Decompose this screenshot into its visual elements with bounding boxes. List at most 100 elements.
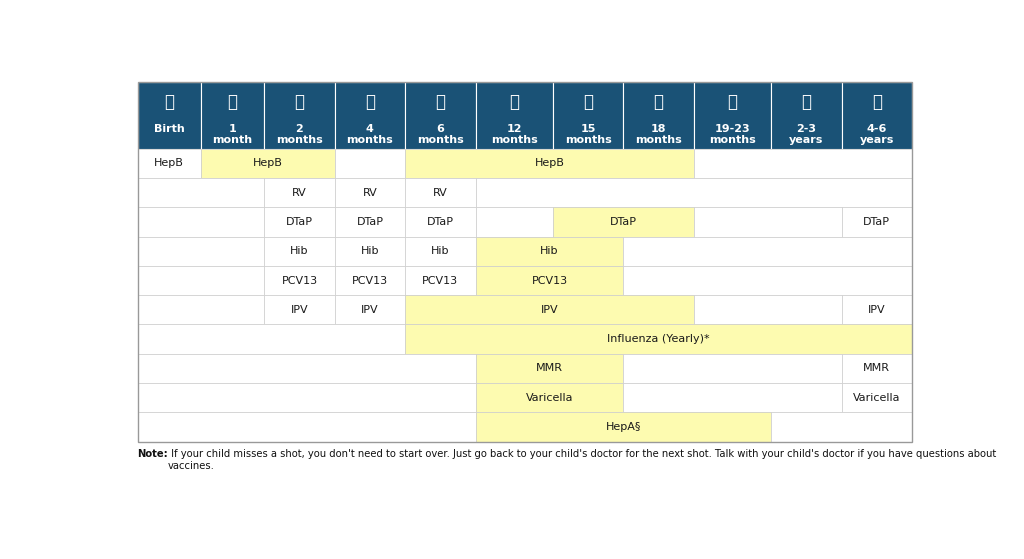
FancyBboxPatch shape bbox=[624, 82, 694, 149]
FancyBboxPatch shape bbox=[475, 236, 624, 266]
Text: 🎡: 🎡 bbox=[365, 93, 375, 111]
FancyBboxPatch shape bbox=[475, 383, 624, 413]
FancyBboxPatch shape bbox=[335, 236, 406, 266]
Text: RV: RV bbox=[292, 188, 307, 198]
Text: Hib: Hib bbox=[290, 247, 308, 257]
FancyBboxPatch shape bbox=[137, 178, 264, 207]
FancyBboxPatch shape bbox=[475, 207, 553, 236]
FancyBboxPatch shape bbox=[264, 207, 335, 236]
Text: DTaP: DTaP bbox=[610, 217, 637, 227]
Text: 🎂: 🎂 bbox=[653, 93, 664, 111]
FancyBboxPatch shape bbox=[553, 82, 624, 149]
FancyBboxPatch shape bbox=[475, 413, 771, 442]
FancyBboxPatch shape bbox=[264, 266, 335, 295]
Text: 2-3: 2-3 bbox=[797, 124, 816, 134]
Text: month: month bbox=[213, 135, 253, 145]
FancyBboxPatch shape bbox=[137, 354, 475, 383]
FancyBboxPatch shape bbox=[406, 266, 475, 295]
Text: years: years bbox=[790, 135, 823, 145]
Text: 👜: 👜 bbox=[435, 93, 445, 111]
FancyBboxPatch shape bbox=[335, 207, 406, 236]
Text: 2: 2 bbox=[296, 124, 303, 134]
Text: DTaP: DTaP bbox=[286, 217, 313, 227]
Text: PCV13: PCV13 bbox=[352, 276, 388, 286]
FancyBboxPatch shape bbox=[694, 207, 842, 236]
Text: 🧦: 🧦 bbox=[509, 93, 519, 111]
FancyBboxPatch shape bbox=[842, 354, 912, 383]
FancyBboxPatch shape bbox=[694, 149, 912, 178]
Text: 🔮: 🔮 bbox=[584, 93, 593, 111]
Text: months: months bbox=[710, 135, 756, 145]
FancyBboxPatch shape bbox=[137, 207, 264, 236]
FancyBboxPatch shape bbox=[137, 413, 475, 442]
Text: months: months bbox=[276, 135, 323, 145]
Text: RV: RV bbox=[362, 188, 377, 198]
FancyBboxPatch shape bbox=[335, 178, 406, 207]
FancyBboxPatch shape bbox=[335, 82, 406, 149]
Text: MMR: MMR bbox=[536, 363, 563, 373]
Text: Hib: Hib bbox=[431, 247, 450, 257]
FancyBboxPatch shape bbox=[475, 266, 624, 295]
FancyBboxPatch shape bbox=[694, 82, 771, 149]
Text: 🚲: 🚲 bbox=[802, 93, 811, 111]
Text: months: months bbox=[565, 135, 611, 145]
Text: DTaP: DTaP bbox=[356, 217, 383, 227]
FancyBboxPatch shape bbox=[335, 295, 406, 324]
Text: PCV13: PCV13 bbox=[282, 276, 317, 286]
Text: IPV: IPV bbox=[541, 305, 558, 315]
FancyBboxPatch shape bbox=[475, 178, 912, 207]
Text: IPV: IPV bbox=[361, 305, 379, 315]
Text: 🕭: 🕭 bbox=[227, 93, 238, 111]
Text: 🐥: 🐥 bbox=[295, 93, 304, 111]
Text: Varicella: Varicella bbox=[525, 392, 573, 402]
FancyBboxPatch shape bbox=[137, 266, 264, 295]
Text: PCV13: PCV13 bbox=[422, 276, 459, 286]
Text: RV: RV bbox=[433, 188, 447, 198]
Text: HepB: HepB bbox=[535, 159, 564, 168]
FancyBboxPatch shape bbox=[624, 236, 912, 266]
Text: Note:: Note: bbox=[137, 449, 168, 459]
Text: IPV: IPV bbox=[291, 305, 308, 315]
FancyBboxPatch shape bbox=[137, 324, 406, 354]
Text: Hib: Hib bbox=[360, 247, 379, 257]
FancyBboxPatch shape bbox=[137, 295, 264, 324]
FancyBboxPatch shape bbox=[406, 178, 475, 207]
FancyBboxPatch shape bbox=[406, 236, 475, 266]
Text: IPV: IPV bbox=[868, 305, 886, 315]
Text: 18: 18 bbox=[651, 124, 667, 134]
Text: If your child misses a shot, you don't need to start over. Just go back to your : If your child misses a shot, you don't n… bbox=[168, 449, 996, 471]
Text: Hib: Hib bbox=[541, 247, 559, 257]
Text: Birth: Birth bbox=[154, 124, 184, 134]
Text: 6: 6 bbox=[436, 124, 444, 134]
Text: 15: 15 bbox=[581, 124, 596, 134]
FancyBboxPatch shape bbox=[771, 413, 912, 442]
FancyBboxPatch shape bbox=[406, 207, 475, 236]
FancyBboxPatch shape bbox=[201, 82, 264, 149]
Text: DTaP: DTaP bbox=[863, 217, 891, 227]
Text: DTaP: DTaP bbox=[427, 217, 454, 227]
FancyBboxPatch shape bbox=[475, 354, 624, 383]
Text: 12: 12 bbox=[507, 124, 522, 134]
FancyBboxPatch shape bbox=[264, 295, 335, 324]
FancyBboxPatch shape bbox=[406, 295, 694, 324]
Text: Influenza (Yearly)*: Influenza (Yearly)* bbox=[607, 334, 710, 344]
Text: 🚂: 🚂 bbox=[727, 93, 737, 111]
FancyBboxPatch shape bbox=[406, 82, 475, 149]
FancyBboxPatch shape bbox=[137, 149, 201, 178]
Text: HepA§: HepA§ bbox=[605, 422, 641, 432]
Text: MMR: MMR bbox=[863, 363, 891, 373]
FancyBboxPatch shape bbox=[201, 149, 335, 178]
Text: PCV13: PCV13 bbox=[531, 276, 567, 286]
FancyBboxPatch shape bbox=[694, 295, 842, 324]
FancyBboxPatch shape bbox=[842, 295, 912, 324]
FancyBboxPatch shape bbox=[771, 82, 842, 149]
FancyBboxPatch shape bbox=[624, 383, 842, 413]
FancyBboxPatch shape bbox=[475, 82, 553, 149]
FancyBboxPatch shape bbox=[624, 354, 842, 383]
Text: 4-6: 4-6 bbox=[866, 124, 887, 134]
Text: 4: 4 bbox=[366, 124, 374, 134]
Text: 1: 1 bbox=[228, 124, 237, 134]
FancyBboxPatch shape bbox=[406, 149, 694, 178]
Text: months: months bbox=[417, 135, 464, 145]
FancyBboxPatch shape bbox=[137, 236, 264, 266]
